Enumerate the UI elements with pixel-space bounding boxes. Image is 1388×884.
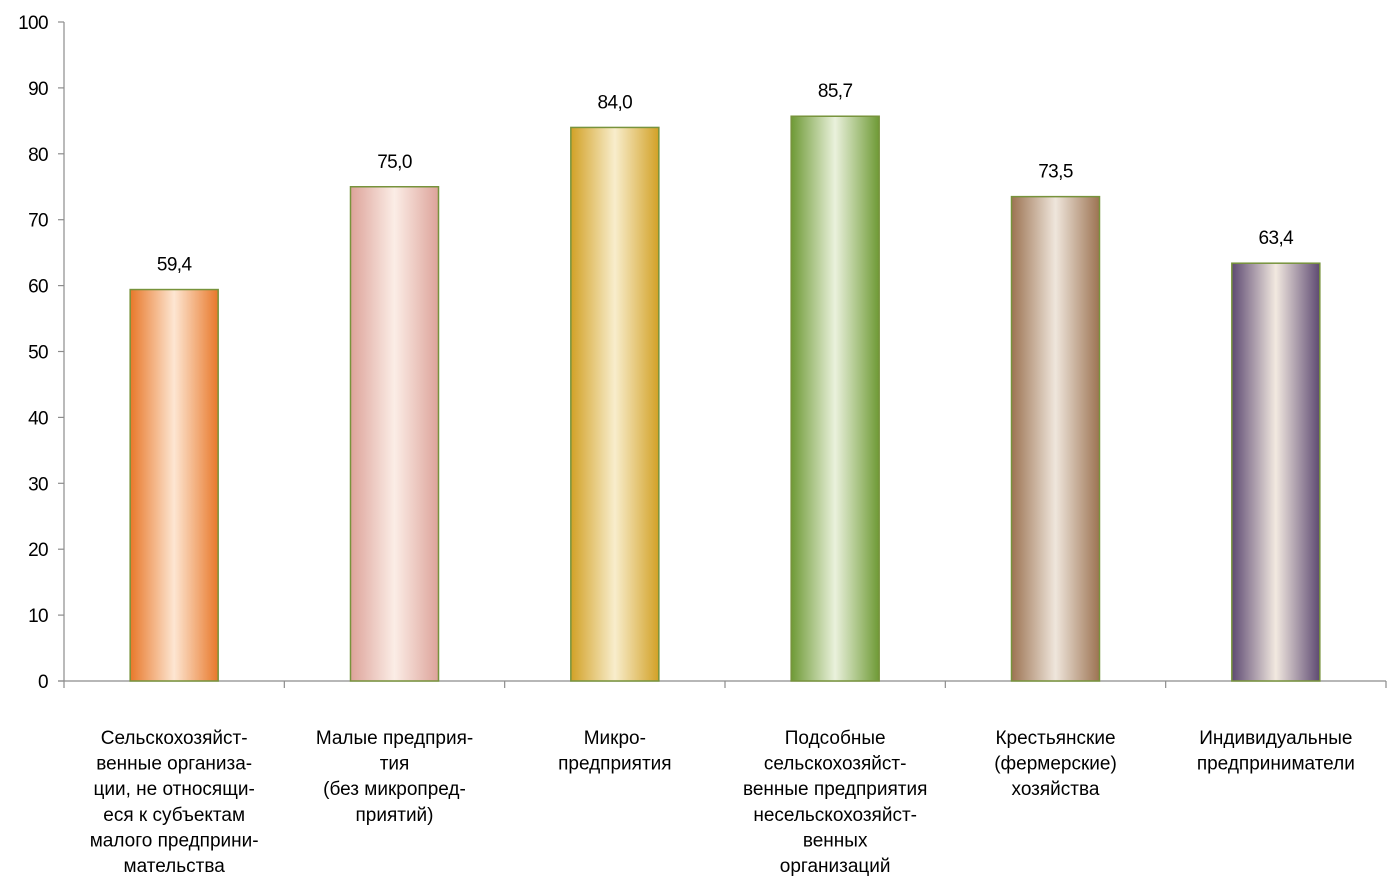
category-label-2: Малые предприя-тия (без микропред-приятий… (316, 728, 473, 826)
y-tick-label: 30 (28, 474, 48, 495)
category-label-3: Микро-предприятия (558, 728, 671, 775)
category-labels: Сельскохозяйст-венные организа-ции, не о… (90, 728, 1355, 877)
y-tick-label: 0 (38, 672, 48, 693)
category-label-6: Индивидуальные предприниматели (1197, 728, 1355, 775)
data-label-2: 75,0 (377, 152, 412, 173)
bar-6 (1231, 262, 1321, 682)
y-tick-label: 20 (28, 540, 48, 561)
y-tick-label: 90 (28, 79, 48, 100)
category-label-1: Сельскохозяйст-венные организа-ции, не о… (90, 728, 259, 877)
y-tick-label: 10 (28, 606, 48, 627)
data-label-4: 85,7 (818, 81, 853, 102)
y-tick-label: 100 (18, 13, 48, 34)
y-tick-label: 60 (28, 277, 48, 298)
data-labels: 59,4 75,0 84,0 85,7 73,5 63,4 (157, 81, 1295, 276)
data-label-5: 73,5 (1038, 162, 1073, 183)
y-tick-label: 80 (28, 145, 48, 166)
bar-1 (129, 288, 219, 682)
y-tick-label: 40 (28, 408, 48, 429)
data-label-1: 59,4 (157, 255, 193, 276)
x-axis (58, 680, 1387, 688)
y-tick-label: 70 (28, 211, 48, 232)
bar-3 (570, 126, 660, 682)
y-tick-label: 50 (28, 343, 48, 364)
bar-5 (1010, 195, 1101, 682)
y-axis: 0 10 20 30 40 50 60 70 80 90 100 (18, 13, 65, 693)
bar-2 (349, 186, 440, 682)
bar-4 (790, 115, 880, 682)
category-label-5: Крестьянские (фермерские) хозяйства (994, 728, 1117, 800)
category-label-4: Подсобные сельскохозяйст-венные предприят… (743, 728, 927, 877)
data-label-6: 63,4 (1259, 228, 1295, 249)
bars (129, 115, 1321, 682)
data-label-3: 84,0 (598, 92, 633, 113)
